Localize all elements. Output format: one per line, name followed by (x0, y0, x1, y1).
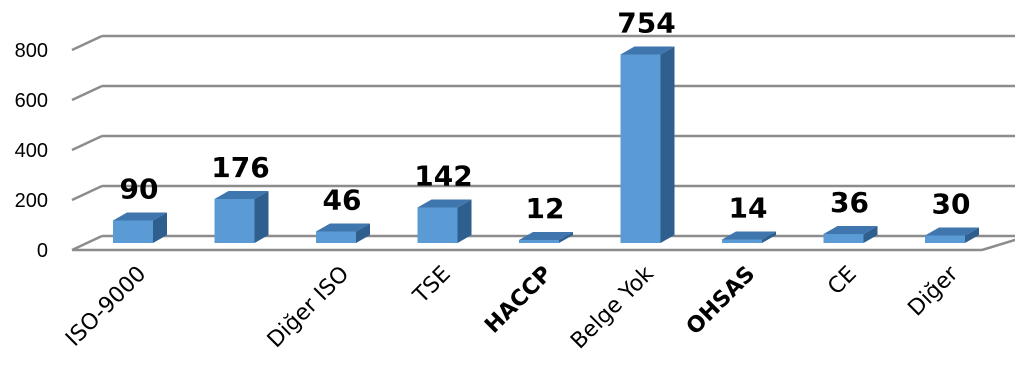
data-label: 14 (729, 192, 768, 225)
bar-front (113, 220, 153, 243)
bar-side (559, 232, 573, 243)
bar-top (214, 191, 269, 199)
x-tick-label: TSE (408, 262, 456, 310)
gridline-depth (71, 234, 103, 252)
y-tick-label: 0 (37, 240, 48, 262)
bar-top (823, 226, 878, 234)
bar-top (417, 199, 472, 208)
y-tick-label: 400 (15, 140, 48, 162)
bar-front (417, 207, 458, 243)
gridline-depth (71, 84, 103, 102)
bar-top (316, 223, 370, 232)
bar-top (519, 232, 573, 240)
bar-side (457, 199, 472, 243)
data-label: 46 (323, 184, 362, 217)
bar-front (316, 231, 356, 243)
gridline-depth (71, 184, 103, 202)
x-axis-labels: ISO-9000 Diğer ISO TSE HACCP Belge Yok OHSAS C… (61, 261, 964, 354)
bar-side (153, 212, 167, 243)
data-label: 176 (211, 151, 269, 184)
bar-side (254, 191, 269, 243)
y-tick-label: 200 (15, 190, 48, 212)
data-label: 12 (526, 192, 565, 225)
x-tick-label: Diğer ISO (263, 262, 354, 353)
bar-top (113, 212, 167, 221)
x-tick-label: CE (823, 262, 861, 300)
x-tick-label: ISO-9000 (61, 262, 151, 352)
bar-front (925, 235, 965, 243)
data-labels: 90 176 46 142 12 754 14 36 30 (120, 7, 971, 226)
x-tick-label: Belge Yok (566, 261, 659, 354)
bar-side (356, 223, 370, 243)
gridline-depth (71, 134, 103, 152)
bar-front (823, 234, 864, 243)
bar-front (620, 54, 661, 243)
bar-side (762, 231, 776, 243)
bar-series (113, 46, 979, 243)
gridline-depth (71, 34, 103, 52)
bar-top (925, 227, 979, 236)
bar-front (214, 199, 255, 243)
bar-side (863, 226, 878, 243)
bar-front (519, 240, 559, 243)
y-tick-label: 800 (15, 40, 48, 62)
x-tick-label: OHSAS (682, 262, 760, 340)
y-axis-ticks: 0 200 400 600 800 (15, 40, 48, 262)
floor-right-edge (981, 238, 1015, 252)
bar-side (965, 227, 979, 243)
bar-top (620, 46, 675, 55)
x-tick-label: HACCP (480, 262, 557, 339)
data-label: 142 (414, 160, 472, 193)
data-label: 754 (617, 7, 675, 40)
data-label: 90 (120, 173, 159, 206)
data-label: 36 (830, 186, 869, 219)
data-label: 30 (932, 188, 971, 221)
bar-top (722, 231, 776, 240)
y-tick-label: 600 (15, 90, 48, 112)
x-tick-label: Diğer (903, 261, 963, 321)
bar-side (660, 46, 675, 243)
bar-front (722, 239, 762, 243)
